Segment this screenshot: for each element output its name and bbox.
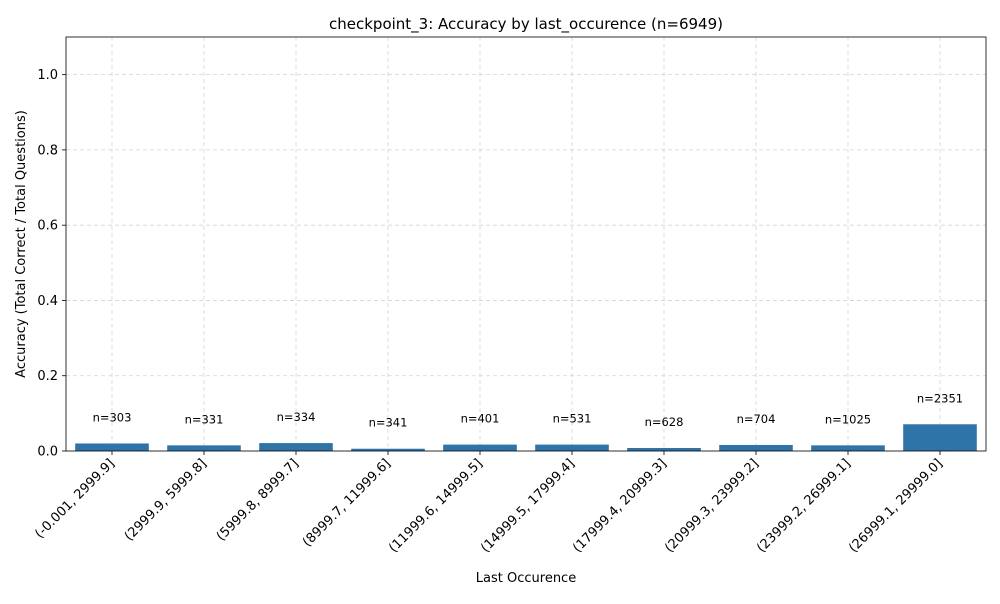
y-tick-labels: 0.0 0.2 0.4 0.6 0.8 1.0 (37, 68, 58, 459)
y-tick-label: 1.0 (37, 68, 58, 83)
y-tick-label: 0.0 (37, 445, 58, 460)
bar-data-label: n=331 (185, 412, 224, 426)
bar-data-label: n=341 (369, 416, 408, 430)
plot-frame (65, 36, 987, 452)
grid-layer (66, 37, 986, 452)
bar-data-label: n=2351 (917, 391, 963, 405)
bar-data-label: n=303 (93, 410, 132, 424)
bar (535, 444, 609, 451)
x-tick-label: (14999.5, 17999.4] (478, 456, 578, 556)
x-tick-label: (20999.3, 23999.2] (662, 456, 762, 556)
bar (167, 445, 241, 451)
x-tick-label: (5999.8, 8999.7] (214, 456, 302, 544)
bar (351, 448, 425, 451)
bar-data-label: n=334 (277, 410, 316, 424)
y-tick-label: 0.6 (37, 219, 58, 234)
y-tick-label: 0.8 (37, 143, 58, 158)
x-tick-labels: (-0.001, 2999.9] (2999.9, 5999.8] (5999.8,… (32, 456, 945, 556)
bar (627, 447, 701, 451)
bar (259, 443, 333, 451)
y-axis-label: Accuracy (Total Correct / Total Question… (14, 110, 29, 378)
bars-layer (75, 424, 977, 451)
x-tick-label: (23999.2, 26999.1] (754, 456, 854, 556)
y-tick-label: 0.4 (37, 294, 58, 309)
x-tick-label: (-0.001, 2999.9] (32, 456, 117, 541)
bar (719, 444, 793, 451)
x-tick-label: (2999.9, 5999.8] (122, 456, 210, 544)
x-tick-label: (26999.1, 29999.0] (846, 456, 946, 556)
bar-data-label: n=531 (553, 412, 592, 426)
bar-data-label: n=401 (461, 412, 500, 426)
chart-title: checkpoint_3: Accuracy by last_occurence… (329, 15, 723, 34)
x-tick-label: (11999.6, 14999.5] (386, 456, 486, 556)
data-labels-layer: n=303 n=331 n=334 n=341 n=401 n=531 n=628 n=704… (93, 391, 964, 429)
bar-data-label: n=1025 (825, 412, 871, 426)
bar (903, 424, 977, 451)
x-axis-label: Last Occurence (476, 571, 576, 586)
x-tick-label: (17999.4, 20999.3] (570, 456, 670, 556)
bar-data-label: n=704 (737, 412, 776, 426)
bar (75, 443, 149, 451)
bar (811, 445, 885, 451)
bar (443, 444, 517, 451)
axes-layer (62, 36, 987, 455)
x-tick-label: (8999.7, 11999.6] (300, 456, 394, 550)
bar-data-label: n=628 (645, 415, 684, 429)
y-tick-label: 0.2 (37, 369, 58, 384)
